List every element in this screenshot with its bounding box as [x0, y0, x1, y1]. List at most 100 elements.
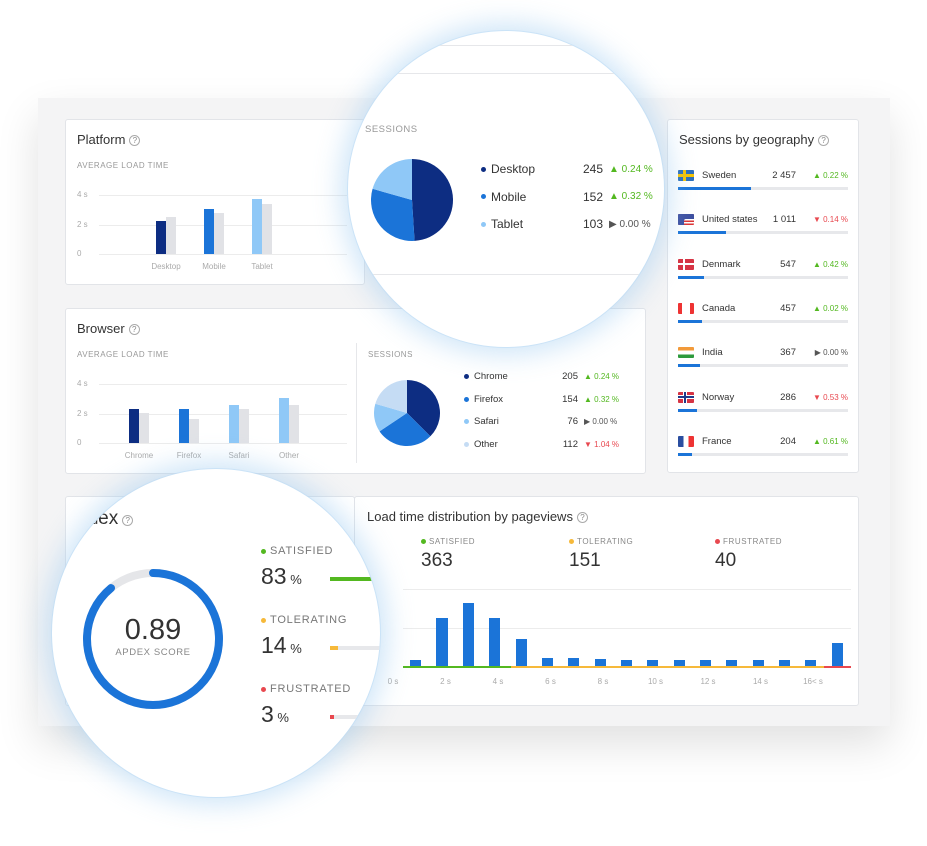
distribution-bar[interactable] — [620, 659, 632, 666]
distribution-bar[interactable] — [541, 657, 553, 666]
legend-row-firefox[interactable]: Firefox 154 ▲ 0.32 % — [464, 394, 624, 405]
help-icon[interactable]: ? — [122, 515, 134, 526]
geo-row-norway[interactable]: Norway 286 ▼ 0.53 % — [678, 390, 848, 420]
category-label: Mobile — [202, 262, 226, 271]
apdex-item-bar — [330, 646, 339, 650]
country-sessions: 547 — [780, 258, 796, 270]
pie-slice-firefox[interactable] — [379, 413, 431, 446]
norway-flag-icon — [678, 391, 694, 403]
distribution-bar[interactable] — [594, 659, 606, 666]
legend-label: Mobile — [491, 189, 527, 204]
sweden-flag-icon — [678, 170, 694, 181]
legend-value: 205 — [562, 371, 578, 382]
stat-label: TOLERATING — [569, 537, 633, 546]
geo-row-canada[interactable]: Canada 457 ▲ 0.02 % — [678, 301, 848, 331]
load-time-bar[interactable] — [166, 217, 176, 254]
load-time-bar[interactable] — [179, 408, 189, 443]
geography-title: Sessions by geography? — [679, 132, 830, 147]
load-time-bar[interactable] — [189, 418, 199, 443]
legend-row-other[interactable]: Other 112 ▼ 1.04 % — [464, 439, 624, 450]
platform-sessions-pie — [371, 159, 453, 241]
pie-slice-mobile[interactable] — [371, 188, 415, 241]
apdex-item-bar — [330, 715, 334, 719]
load-time-chart — [403, 589, 851, 668]
load-time-bar[interactable] — [252, 198, 262, 254]
distribution-bar[interactable] — [462, 602, 474, 666]
apdex-item-label-text: FRUSTRATED — [270, 683, 352, 695]
trend-delta: ▲ 0.24 % — [609, 163, 653, 175]
stat-label-text: SATISFIED — [429, 537, 476, 546]
status-dot-icon — [261, 617, 266, 623]
load-time-bar[interactable] — [279, 397, 289, 443]
distribution-bar[interactable] — [673, 659, 685, 666]
load-time-bar[interactable] — [289, 404, 299, 443]
load-time-title: Load time distribution by pageviews? — [367, 509, 588, 524]
legend-value: 76 — [567, 416, 578, 427]
category-label: Chrome — [124, 451, 154, 460]
legend-row-tablet[interactable]: Tablet 103 ▶ 0.00 % — [481, 217, 661, 231]
pie-slice-chrome[interactable] — [407, 380, 440, 437]
x-axis-label: 6 s — [545, 677, 556, 686]
apdex-item-label: FRUSTRATED — [261, 683, 380, 695]
geo-row-india[interactable]: India 367 ▶ 0.00 % — [678, 345, 848, 375]
load-time-bar[interactable] — [239, 408, 249, 443]
load-time-bar[interactable] — [156, 221, 166, 254]
geo-row-denmark[interactable]: Denmark 547 ▲ 0.42 % — [678, 257, 848, 287]
legend-row-mobile[interactable]: Mobile 152 ▲ 0.32 % — [481, 190, 661, 204]
x-axis-label: 10 s — [647, 677, 664, 686]
share-track — [678, 231, 848, 235]
distribution-bar[interactable] — [831, 642, 843, 666]
distribution-bar[interactable] — [699, 659, 712, 666]
load-time-bar[interactable] — [214, 212, 224, 254]
country-name: Canada — [702, 302, 736, 314]
load-time-bar[interactable] — [262, 204, 272, 254]
share-bar — [678, 408, 697, 412]
load-time-bar[interactable] — [204, 208, 214, 254]
distribution-bar[interactable] — [410, 659, 422, 666]
browser-sessions-legend: Chrome 205 ▲ 0.24 % Firefox 154 ▲ 0.32 % Safar… — [464, 371, 624, 455]
help-icon[interactable]: ? — [128, 324, 140, 335]
apdex-item-label-text: TOLERATING — [270, 614, 348, 626]
stat-label-text: FRUSTRATED — [723, 537, 783, 546]
pie-slice-tablet[interactable] — [372, 159, 412, 200]
legend-row-safari[interactable]: Safari 76 ▶ 0.00 % — [464, 416, 624, 427]
legend-row-desktop[interactable]: Desktop 245 ▲ 0.24 % — [481, 162, 661, 176]
distribution-bar[interactable] — [647, 659, 659, 666]
help-icon[interactable]: ? — [818, 135, 830, 146]
distribution-bar[interactable] — [779, 659, 791, 666]
stat-value: 363 — [421, 550, 453, 571]
distribution-bar[interactable] — [515, 639, 527, 666]
apdex-item-number: 3 — [261, 701, 274, 727]
pie-slice-desktop[interactable] — [412, 159, 453, 241]
distribution-bar[interactable] — [805, 659, 817, 666]
load-time-bar[interactable] — [139, 413, 149, 443]
grid-line — [403, 627, 851, 629]
help-icon[interactable]: ? — [576, 512, 588, 523]
geo-row-sweden[interactable]: Sweden 2 457 ▲ 0.22 % — [678, 168, 848, 198]
load-time-bar[interactable] — [229, 404, 239, 443]
legend-label: Desktop — [491, 162, 536, 176]
status-dot-icon — [261, 686, 266, 692]
x-axis-label: 16< s — [803, 677, 823, 686]
apdex-item-number: 83 — [261, 563, 287, 589]
geo-row-united-states[interactable]: United states 1 011 ▼ 0.14 % — [678, 212, 848, 242]
distribution-bar[interactable] — [568, 658, 580, 666]
load-time-bar[interactable] — [129, 408, 139, 443]
legend-row-chrome[interactable]: Chrome 205 ▲ 0.24 % — [464, 371, 624, 382]
legend-dot — [481, 194, 486, 199]
help-icon[interactable]: ? — [129, 135, 141, 146]
geo-row-france[interactable]: France 204 ▲ 0.61 % — [678, 434, 848, 464]
distribution-bar[interactable] — [436, 618, 448, 666]
distribution-bar[interactable] — [752, 659, 764, 666]
x-axis-label: 8 s — [597, 677, 609, 686]
apdex-item-unit: % — [273, 710, 289, 725]
distribution-bar[interactable] — [489, 618, 501, 666]
pie-slice-other[interactable] — [375, 380, 407, 413]
legend-label: Safari — [474, 416, 499, 427]
distribution-bar[interactable] — [726, 659, 738, 666]
load-time-x-axis: 0 s 2 s 4 s 6 s 8 s 10 s 12 s 14 s 16< s — [381, 677, 851, 689]
axis-label: 4 s — [77, 190, 88, 200]
pie-slice-safari[interactable] — [374, 403, 407, 432]
trend-delta: ▼ 1.04 % — [584, 439, 620, 449]
apdex-item-frustrated: FRUSTRATED 3 % — [261, 683, 380, 728]
